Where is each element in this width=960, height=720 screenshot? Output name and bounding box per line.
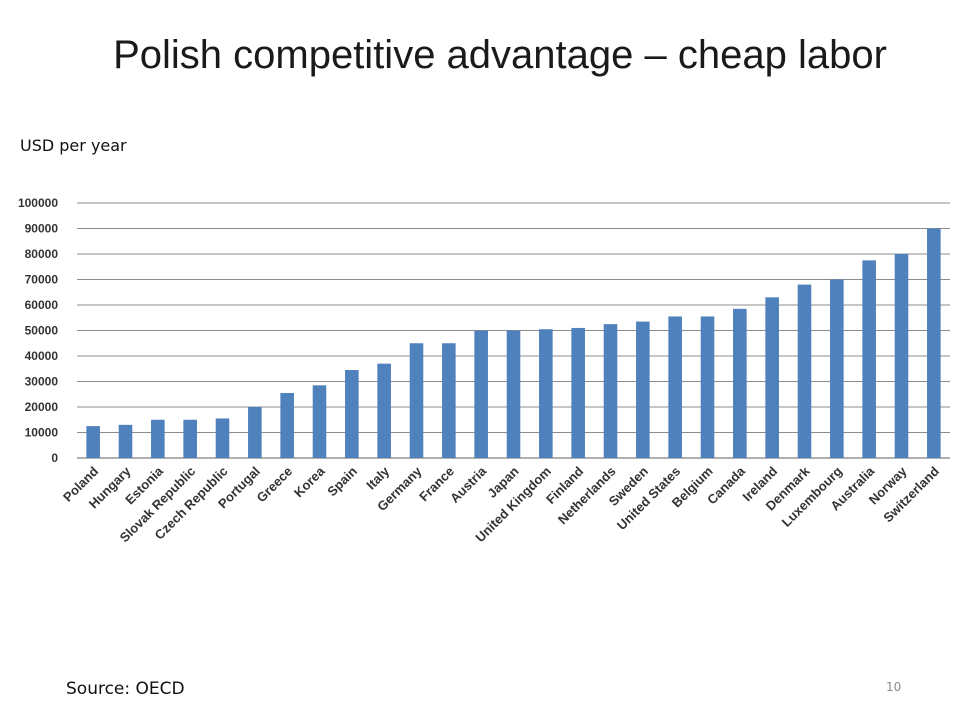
y-tick-label: 100000	[18, 196, 58, 210]
bar	[765, 297, 779, 458]
bar	[506, 330, 521, 458]
bar	[215, 418, 230, 458]
page-number: 10	[886, 680, 902, 694]
bars	[86, 228, 941, 458]
bar	[603, 324, 618, 458]
bar	[280, 392, 294, 458]
bar	[183, 419, 197, 458]
slide-title: Polish competitive advantage – cheap lab…	[113, 33, 887, 77]
y-tick-label: 80000	[25, 247, 59, 261]
y-tick-label: 60000	[25, 298, 59, 312]
y-tick-label: 70000	[25, 273, 59, 287]
y-tick-label: 20000	[25, 400, 59, 414]
source-note: Source: OECD	[66, 679, 185, 699]
bar-chart: 0 10000 20000 30000 40000 50000 60000 70000 8000…	[18, 196, 950, 545]
bar	[571, 327, 585, 458]
bar	[151, 419, 165, 458]
y-tick-label: 90000	[25, 222, 59, 236]
bar	[539, 329, 553, 458]
bar	[409, 343, 424, 458]
x-category-label: Greece	[254, 464, 296, 506]
bar	[862, 260, 876, 458]
bar	[442, 343, 456, 458]
bar	[636, 321, 650, 458]
y-unit-label: USD per year	[20, 136, 127, 155]
y-tick-label: 40000	[25, 349, 59, 363]
x-category-label: Korea	[291, 463, 328, 500]
bar	[474, 330, 488, 458]
bar	[377, 363, 391, 458]
y-tick-label: 30000	[25, 375, 59, 389]
bar	[830, 279, 844, 458]
bar	[118, 424, 133, 458]
y-axis-tick-labels: 0 10000 20000 30000 40000 50000 60000 70000 8000…	[18, 196, 58, 465]
x-category-label: Austria	[447, 463, 490, 506]
bar	[312, 385, 327, 458]
bar	[927, 228, 941, 458]
y-tick-label: 0	[51, 451, 58, 465]
bar	[733, 308, 747, 458]
y-tick-label: 50000	[25, 324, 59, 338]
bar	[248, 407, 262, 458]
bar	[700, 316, 715, 458]
y-tick-label: 10000	[25, 426, 59, 440]
bar	[345, 370, 359, 458]
bar	[668, 316, 682, 458]
bar	[894, 254, 909, 458]
bar	[797, 284, 812, 458]
x-category-label: Spain	[324, 463, 360, 499]
bar	[86, 426, 100, 458]
